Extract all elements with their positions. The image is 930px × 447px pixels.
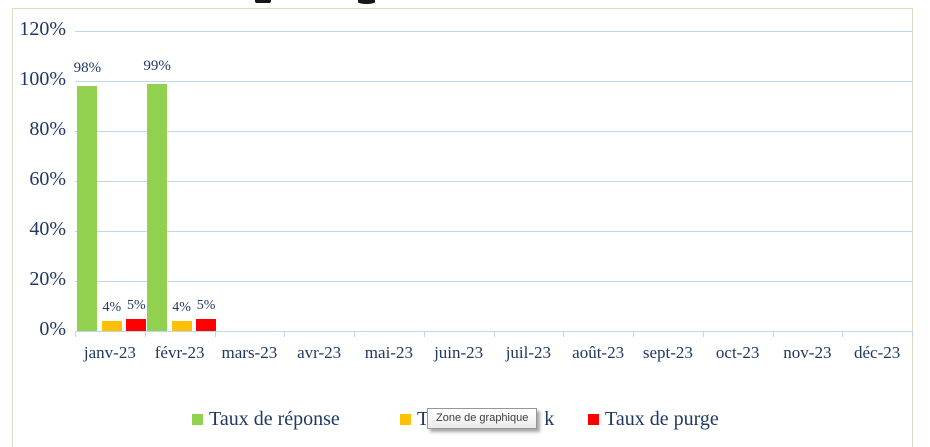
y-axis-label: 100% bbox=[19, 68, 66, 90]
x-axis-tick bbox=[563, 331, 565, 337]
x-axis-tick bbox=[702, 331, 704, 337]
x-axis-label: mars-23 bbox=[221, 343, 278, 362]
x-axis-label: janv-23 bbox=[83, 343, 136, 362]
chart-area-tooltip: Zone de graphique bbox=[427, 408, 538, 429]
x-axis-tick bbox=[912, 331, 913, 337]
x-axis-tick bbox=[423, 331, 425, 337]
legend-swatch bbox=[192, 413, 203, 425]
x-axis-label: août-23 bbox=[572, 343, 625, 362]
x-axis-tick bbox=[75, 331, 76, 337]
x-axis-label: oct-23 bbox=[715, 343, 760, 362]
gridline-100 bbox=[75, 81, 912, 82]
x-axis-label: nov-23 bbox=[783, 343, 832, 362]
y-axis-label: 120% bbox=[19, 18, 66, 40]
x-axis-tick bbox=[144, 331, 146, 337]
y-axis-label: 0% bbox=[39, 318, 66, 340]
x-axis-tick bbox=[633, 331, 634, 337]
x-axis-label: sept-23 bbox=[642, 343, 693, 362]
cropped-title-fragment bbox=[358, 0, 375, 4]
bar-series1-cat2[interactable] bbox=[147, 83, 168, 331]
data-label: 4% bbox=[172, 300, 191, 315]
gridline-80 bbox=[75, 131, 912, 132]
legend-label: Taux de réponse bbox=[209, 407, 340, 430]
legend-swatch bbox=[400, 413, 411, 425]
y-axis-label: 60% bbox=[29, 168, 66, 190]
gridline-60 bbox=[75, 181, 912, 182]
x-axis-tick bbox=[772, 331, 774, 337]
bar-series2-cat2[interactable] bbox=[171, 321, 192, 331]
bar-series3-cat1[interactable] bbox=[126, 318, 147, 331]
data-label: 99% bbox=[143, 57, 171, 74]
bar-series1-cat1[interactable] bbox=[77, 86, 98, 331]
y-axis-label: 20% bbox=[29, 268, 66, 290]
legend-item-3[interactable]: Taux de purge bbox=[588, 407, 719, 431]
data-label: 4% bbox=[102, 300, 122, 315]
x-axis-tick bbox=[354, 331, 355, 337]
data-label: 5% bbox=[127, 297, 146, 313]
x-axis-label: déc-23 bbox=[853, 343, 901, 362]
x-axis-label: juil-23 bbox=[505, 343, 552, 362]
cropped-title-fragment bbox=[255, 0, 271, 3]
bar-series3-cat2[interactable] bbox=[196, 318, 217, 331]
x-axis-label: févr-23 bbox=[154, 343, 205, 362]
x-axis-tick bbox=[842, 331, 844, 337]
x-axis-label: mai-23 bbox=[364, 343, 413, 362]
y-axis-label: 80% bbox=[29, 118, 66, 140]
legend-label: Taux de purge bbox=[605, 407, 719, 430]
x-axis-label: juin-23 bbox=[434, 343, 484, 362]
gridline-20 bbox=[75, 281, 912, 282]
bar-series2-cat1[interactable] bbox=[101, 321, 122, 331]
tooltip-text: Zone de graphique bbox=[436, 412, 529, 424]
x-axis-tick bbox=[214, 331, 216, 337]
legend-swatch bbox=[588, 413, 599, 425]
data-label: 5% bbox=[196, 297, 216, 313]
y-axis-label: 40% bbox=[29, 218, 66, 240]
x-axis-tick bbox=[284, 331, 286, 337]
legend-item-1[interactable]: Taux de réponse bbox=[192, 407, 340, 431]
x-axis-tick bbox=[493, 331, 495, 337]
data-label: 98% bbox=[73, 60, 102, 76]
gridline-120 bbox=[75, 31, 912, 32]
x-axis-label: avr-23 bbox=[297, 343, 342, 362]
gridline-40 bbox=[75, 231, 912, 232]
